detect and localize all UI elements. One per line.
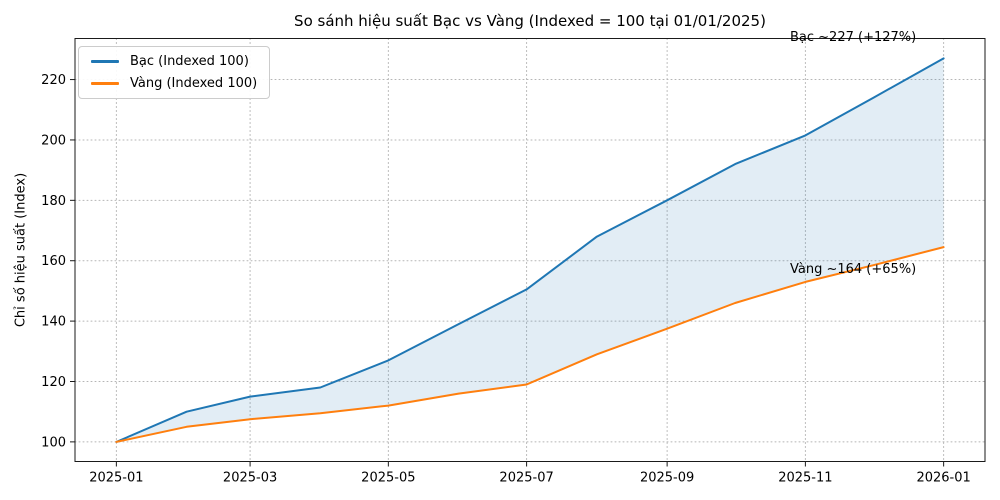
vang-final-annotation: Vàng ~164 (+65%) xyxy=(790,262,917,277)
y-tick-label: 160 xyxy=(41,254,66,269)
bac-line-swatch xyxy=(91,60,119,63)
legend-label-bac: Bạc (Indexed 100) xyxy=(130,54,249,69)
y-tick-label: 120 xyxy=(41,375,66,390)
vang-line-swatch xyxy=(91,82,119,85)
bac-line xyxy=(115,57,945,443)
legend-item-vang: Vàng (Indexed 100) xyxy=(91,76,257,91)
vang-line xyxy=(115,246,945,443)
x-tick-label: 2025-05 xyxy=(361,471,415,486)
legend: Bạc (Indexed 100) Vàng (Indexed 100) xyxy=(78,46,271,99)
y-tick-label: 220 xyxy=(41,73,66,88)
x-tick-label: 2025-03 xyxy=(223,471,277,486)
chart-title: So sánh hiệu suất Bạc vs Vàng (Indexed =… xyxy=(294,12,766,30)
x-tick-label: 2025-11 xyxy=(778,471,832,486)
legend-label-vang: Vàng (Indexed 100) xyxy=(130,76,258,91)
x-tick-label: 2025-01 xyxy=(89,471,143,486)
plot-frame xyxy=(74,38,986,462)
fill-between-area xyxy=(116,58,944,442)
y-tick-label: 100 xyxy=(41,435,66,450)
y-tick-label: 180 xyxy=(41,194,66,209)
x-tick-label: 2025-07 xyxy=(499,471,553,486)
x-tick-label: 2026-01 xyxy=(916,471,970,486)
bac-final-annotation: Bạc ~227 (+127%) xyxy=(790,30,917,45)
legend-item-bac: Bạc (Indexed 100) xyxy=(91,54,257,69)
y-tick-label: 140 xyxy=(41,315,66,330)
x-tick-label: 2025-09 xyxy=(640,471,694,486)
y-tick-label: 200 xyxy=(41,133,66,148)
